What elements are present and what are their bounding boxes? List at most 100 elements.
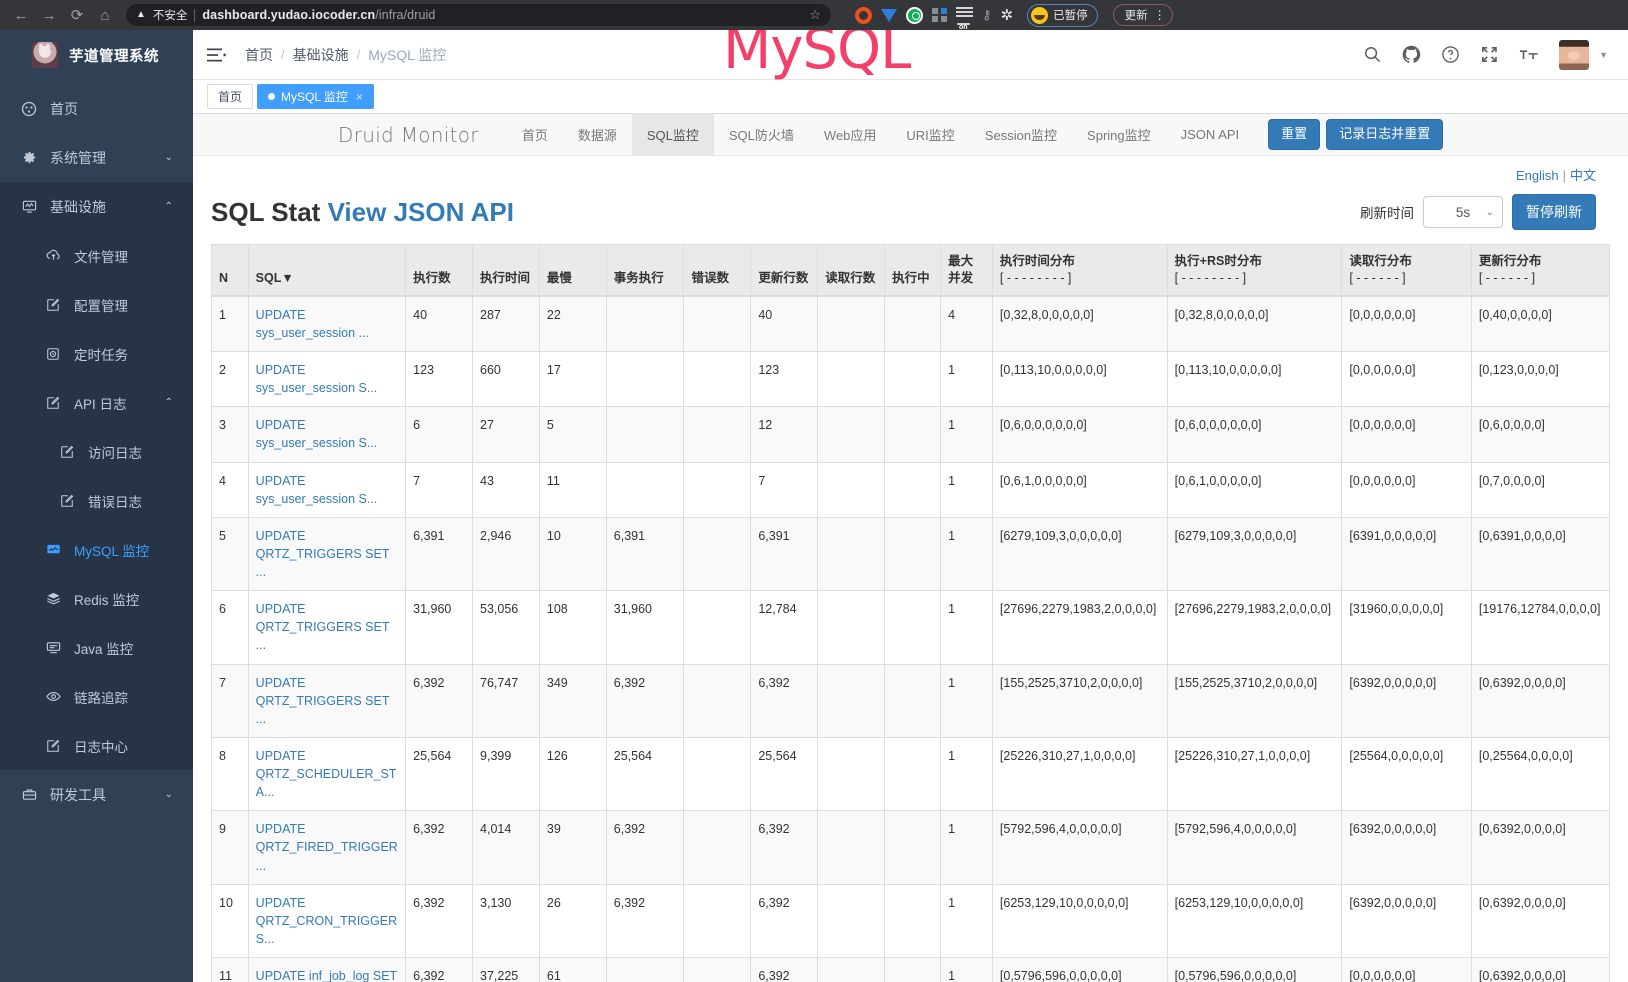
druid-nav-uri-monitor[interactable]: URI监控 (906, 128, 955, 143)
cell-sql[interactable]: UPDATE QRTZ_TRIGGERS SET ... (247, 516, 407, 592)
sql-link[interactable]: UPDATE QRTZ_TRIGGERS SET ... (255, 528, 390, 579)
cell-tx-exec: 6,392 (605, 810, 685, 885)
tab-home[interactable]: 首页 (207, 84, 254, 109)
breadcrumb-item-home[interactable]: 首页 (245, 46, 273, 63)
sidebar-item-access-log[interactable]: 访问日志 (0, 427, 193, 476)
github-icon[interactable] (1402, 45, 1421, 64)
log-and-reset-button[interactable]: 记录日志并重置 (1326, 119, 1444, 150)
druid-nav-web-app[interactable]: Web应用 (823, 128, 877, 143)
sidebar-item-system[interactable]: 系统管理 ⌄ (0, 133, 193, 182)
url-path: /infra/druid (375, 8, 436, 22)
table-row: 9 UPDATE QRTZ_FIRED_TRIGGER... 6,392 4,014 3… (211, 810, 1611, 885)
tab-mysql-monitor[interactable]: MySQL 监控 × (257, 84, 374, 109)
sidebar-item-dev-tools[interactable]: 研发工具 ⌄ (0, 770, 193, 819)
cell-exec-time-dist: [27696,2279,1983,2,0,0,0,0] (991, 590, 1168, 665)
cell-sql[interactable]: UPDATE sys_user_session S... (247, 406, 407, 463)
pause-refresh-button[interactable]: 暂停刷新 (1512, 194, 1596, 230)
font-size-icon[interactable] (1519, 45, 1539, 64)
chevron-down-icon[interactable]: ▼ (1599, 49, 1608, 60)
sql-link[interactable]: UPDATE QRTZ_SCHEDULER_STA... (255, 748, 397, 800)
key-extension-icon[interactable]: ⚷ (982, 7, 992, 22)
sidebar-item-config-manage[interactable]: 配置管理 (0, 280, 193, 329)
cell-sql[interactable]: UPDATE QRTZ_FIRED_TRIGGER... (247, 810, 407, 885)
forward-arrow-icon[interactable]: → (41, 6, 57, 24)
view-json-api-link[interactable]: View JSON API (327, 196, 514, 227)
close-icon[interactable]: × (355, 89, 363, 104)
sidebar-label: 基础设施 (50, 198, 106, 215)
cell-sql[interactable]: UPDATE sys_user_session ... (247, 295, 407, 352)
sidebar-item-redis-monitor[interactable]: Redis 监控 (0, 574, 193, 623)
sidebar-brand[interactable]: 芋道管理系统 (0, 30, 193, 80)
druid-nav-datasource[interactable]: 数据源 (577, 128, 617, 143)
cell-sql[interactable]: UPDATE QRTZ_TRIGGERS SET ... (247, 590, 407, 665)
cell-read-row-dist: [0,0,0,0,0,0] (1341, 406, 1472, 463)
druid-nav-home[interactable]: 首页 (521, 128, 548, 143)
sidebar-item-api-log[interactable]: API 日志 ⌃ (0, 378, 193, 427)
cell-sql[interactable]: UPDATE QRTZ_CRON_TRIGGERS... (247, 883, 407, 959)
cell-update-rows: 6,392 (750, 883, 819, 959)
sql-link[interactable]: UPDATE QRTZ_TRIGGERS SET ... (255, 602, 390, 653)
fullscreen-icon[interactable] (1480, 45, 1499, 64)
sidebar-item-infrastructure[interactable]: 基础设施 ⌃ (0, 182, 193, 231)
gem-extension-icon[interactable] (881, 8, 897, 22)
star-icon[interactable]: ☆ (809, 7, 821, 22)
list-extension-icon[interactable]: on (956, 6, 973, 31)
sql-link[interactable]: UPDATE QRTZ_CRON_TRIGGERS... (255, 895, 398, 946)
puzzle-extensions-icon[interactable]: ✲ (1000, 7, 1014, 24)
grid-extension-icon[interactable] (932, 7, 947, 23)
druid-nav-sql-monitor[interactable]: SQL监控 (631, 114, 714, 155)
col-sql[interactable]: SQL▼ (247, 243, 407, 297)
avatar[interactable] (1559, 39, 1590, 70)
sidebar-item-file-manage[interactable]: 文件管理 (0, 231, 193, 280)
update-pill[interactable]: 更新 ⋮ (1112, 4, 1173, 26)
reload-icon[interactable]: ⟳ (70, 7, 84, 24)
sql-link[interactable]: UPDATE sys_user_session S... (255, 363, 378, 396)
hamburger-menu-icon[interactable] (207, 47, 229, 63)
sql-link[interactable]: UPDATE sys_user_session S... (255, 473, 378, 506)
sidebar-label: 访问日志 (88, 445, 142, 461)
druid-nav-session-monitor[interactable]: Session监控 (984, 128, 1058, 143)
cell-sql[interactable]: UPDATE QRTZ_SCHEDULER_STA... (247, 736, 407, 812)
back-arrow-icon[interactable]: ← (13, 6, 29, 24)
lang-chinese-link[interactable]: 中文 (1569, 168, 1596, 183)
sql-link[interactable]: UPDATE inf_job_log SET e... (255, 969, 397, 982)
sidebar-label: API 日志 (74, 396, 127, 412)
sidebar-item-error-log[interactable]: 错误日志 (0, 476, 193, 525)
grammarly-extension-icon[interactable] (906, 6, 923, 24)
cell-exec-time: 27 (472, 406, 540, 463)
sidebar-item-trace[interactable]: 链路追踪 (0, 672, 193, 721)
opera-extension-icon[interactable] (855, 6, 872, 24)
sql-link[interactable]: UPDATE QRTZ_TRIGGERS SET ... (255, 675, 390, 726)
breadcrumb-item-infra[interactable]: 基础设施 (292, 46, 349, 63)
col-sublabel: [ - - - - - - ] (1349, 270, 1406, 285)
sidebar-item-scheduled-task[interactable]: 定时任务 (0, 329, 193, 378)
kebab-menu-icon[interactable]: ⋮ (1153, 8, 1166, 22)
refresh-interval-select[interactable]: 5s ⌄ (1423, 196, 1503, 228)
sidebar-item-mysql-monitor[interactable]: MySQL 监控 (0, 525, 193, 574)
sidebar-label: 系统管理 (50, 149, 106, 166)
search-icon[interactable] (1363, 45, 1382, 64)
help-circle-icon[interactable] (1441, 45, 1460, 64)
sidebar-item-log-center[interactable]: 日志中心 (0, 721, 193, 770)
sidebar-item-java-monitor[interactable]: Java 监控 (0, 623, 193, 672)
lang-english-link[interactable]: English (1515, 168, 1559, 183)
address-bar[interactable]: ▲ 不安全 dashboard.yudao.iocoder.cn/infra/d… (126, 4, 831, 26)
cell-n: 10 (211, 883, 249, 959)
druid-brand[interactable]: Druid Monitor (338, 122, 479, 147)
sql-link[interactable]: UPDATE sys_user_session ... (255, 307, 369, 340)
home-icon[interactable]: ⌂ (100, 6, 110, 24)
cell-sql[interactable]: UPDATE inf_job_log SET e... (247, 956, 407, 982)
sql-link[interactable]: UPDATE sys_user_session S... (255, 418, 378, 451)
druid-nav-json-api[interactable]: JSON API (1180, 127, 1240, 142)
table-row: 7 UPDATE QRTZ_TRIGGERS SET ... 6,392 76,747… (211, 663, 1611, 738)
sql-link[interactable]: UPDATE QRTZ_FIRED_TRIGGER... (255, 822, 398, 873)
cell-sql[interactable]: UPDATE QRTZ_TRIGGERS SET ... (247, 663, 407, 738)
druid-nav-sql-firewall[interactable]: SQL防火墙 (728, 128, 794, 143)
reset-button[interactable]: 重置 (1268, 119, 1321, 150)
cell-sql[interactable]: UPDATE sys_user_session S... (247, 350, 407, 408)
profile-paused-pill[interactable]: 已暂停 (1027, 3, 1098, 27)
edit-icon (58, 494, 76, 508)
druid-nav-spring-monitor[interactable]: Spring监控 (1087, 128, 1151, 143)
sidebar-item-home[interactable]: 首页 (0, 84, 193, 133)
cell-sql[interactable]: UPDATE sys_user_session S... (247, 461, 407, 518)
